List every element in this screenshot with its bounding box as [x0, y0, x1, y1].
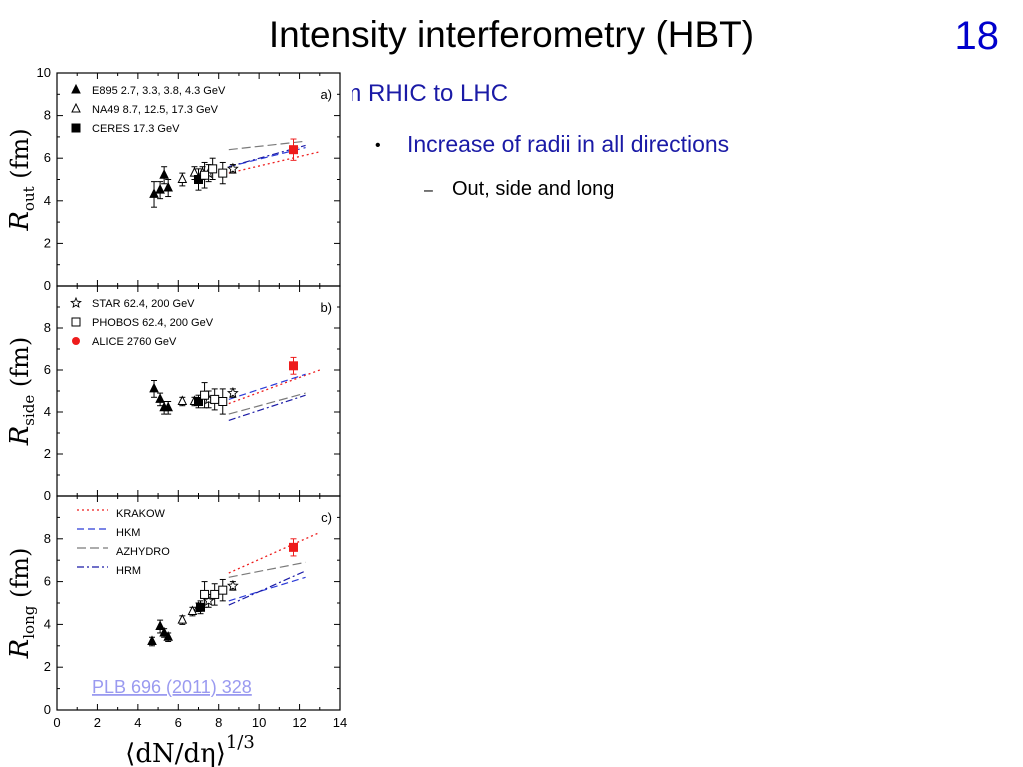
- bullet-item: • Increase of radii in all directions: [375, 131, 729, 158]
- legend-marker: [72, 337, 80, 345]
- legend-marker: [70, 296, 82, 308]
- data-point-ceres: [194, 397, 203, 406]
- x-tick-label: 4: [134, 715, 141, 730]
- bullet-marker: •: [375, 136, 381, 154]
- data-point-na49: [177, 614, 188, 624]
- model-curve-hkm: [228, 147, 306, 168]
- data-point-na49: [177, 173, 188, 183]
- data-point-star: [226, 579, 239, 591]
- data-point-alice: [289, 145, 299, 155]
- y-tick-label: 2: [44, 446, 51, 461]
- model-curve-azhydro: [228, 561, 306, 578]
- sub-bullet-item: – Out, side and long: [424, 178, 614, 201]
- slide-number: 18: [954, 14, 1000, 58]
- x-tick-label: 14: [333, 715, 347, 730]
- data-point-alice: [289, 361, 299, 371]
- data-point-e895: [159, 626, 169, 637]
- model-curve-azhydro: [228, 392, 306, 415]
- panel-label: b): [320, 300, 332, 315]
- hbt-radii-figure: 0 2 4 6 8 10 a) E895 2.7, 3.3, 3.8, 4.3 GeV NA49…: [0, 56, 352, 767]
- y-tick-label: 6: [44, 362, 51, 377]
- legend-marker: [71, 123, 81, 133]
- citation-link: PLB 696 (2011) 328: [92, 677, 252, 697]
- data-point-phobos: [200, 170, 210, 180]
- legend-label: KRAKOW: [116, 508, 166, 520]
- data-point-na49: [177, 395, 188, 405]
- model-curve-hrm: [228, 570, 306, 606]
- legend-marker: [71, 317, 81, 327]
- sub-bullet-marker: –: [424, 182, 433, 199]
- data-point-phobos: [210, 394, 220, 404]
- y-tick-label: 10: [37, 65, 51, 80]
- x-tick-label: 10: [252, 715, 266, 730]
- y-tick-label: 6: [44, 150, 51, 165]
- legend-label: NA49 8.7, 12.5, 17.3 GeV: [92, 104, 219, 116]
- model-curve-hkm: [228, 373, 306, 400]
- legend-label: HRM: [116, 565, 141, 577]
- model-curve-krakow: [228, 151, 320, 174]
- y-tick-label: 8: [44, 531, 51, 546]
- y-tick-label: 2: [44, 235, 51, 250]
- data-point-e895: [163, 401, 173, 412]
- legend-label: CERES 17.3 GeV: [92, 123, 180, 135]
- data-point-e895: [163, 181, 173, 192]
- legend-marker: [71, 102, 81, 113]
- panel-2: 0 2 4 6 8 b) STAR 62.4, 200 GeV PHOBOS 62.4, 20…: [5, 285, 341, 503]
- y-axis-label: Rlong (fm): [5, 548, 38, 660]
- legend-label: ALICE 2760 GeV: [92, 336, 177, 348]
- x-tick-label: 8: [215, 715, 222, 730]
- y-tick-label: 0: [44, 278, 51, 293]
- x-tick-label: 12: [292, 715, 306, 730]
- y-tick-label: 8: [44, 108, 51, 123]
- x-tick-label: 6: [175, 715, 182, 730]
- data-point-phobos: [200, 390, 210, 400]
- data-point-e895: [147, 635, 157, 646]
- y-tick-label: 4: [44, 616, 51, 631]
- model-curve-hrm: [228, 394, 306, 421]
- model-curve-hkm: [228, 576, 306, 602]
- x-tick-label: 2: [94, 715, 101, 730]
- bullet-text: Increase of radii in all directions: [407, 131, 730, 157]
- y-axis-label: Rout (fm): [5, 128, 38, 231]
- y-tick-label: 0: [44, 702, 51, 717]
- panel-label: a): [320, 87, 332, 102]
- slide-title: Intensity interferometry (HBT): [268, 14, 755, 55]
- y-tick-label: 0: [44, 488, 51, 503]
- data-point-e895: [163, 631, 173, 641]
- data-point-e895: [155, 393, 165, 403]
- x-tick-label: 0: [53, 715, 60, 730]
- panel-3: 0 2 4 6 8 0 2 4 6 8 10 12 14 c) KRAKOW HKM AZHYDRO HRM Rlo…: [5, 495, 347, 767]
- data-point-alice: [289, 542, 299, 552]
- data-point-star: [226, 162, 239, 174]
- model-curve-krakow: [228, 531, 321, 574]
- y-axis-label: Rside (fm): [5, 337, 38, 447]
- y-tick-label: 4: [44, 404, 51, 419]
- data-point-e895: [155, 620, 165, 631]
- data-point-e895: [155, 184, 165, 194]
- y-tick-label: 6: [44, 574, 51, 589]
- data-point-phobos: [218, 397, 228, 406]
- x-axis-label: ⟨dN/dη⟩1/3: [125, 732, 255, 767]
- data-point-phobos: [200, 589, 210, 599]
- panel-1: 0 2 4 6 8 10 a) E895 2.7, 3.3, 3.8, 4.3 GeV NA49…: [5, 65, 341, 293]
- model-curve-krakow: [228, 369, 321, 405]
- data-point-star: [226, 386, 239, 399]
- data-point-phobos: [218, 168, 228, 178]
- legend-label: AZHYDRO: [116, 546, 170, 558]
- legend-label: PHOBOS 62.4, 200 GeV: [92, 317, 214, 329]
- data-point-phobos: [218, 585, 228, 595]
- data-point-e895: [149, 382, 159, 393]
- data-point-e895: [159, 169, 169, 179]
- legend-marker: [71, 83, 81, 94]
- y-tick-label: 2: [44, 659, 51, 674]
- y-tick-label: 4: [44, 193, 51, 208]
- legend-label: E895 2.7, 3.3, 3.8, 4.3 GeV: [92, 85, 226, 97]
- data-point-phobos: [208, 164, 218, 174]
- legend-label: STAR 62.4, 200 GeV: [92, 298, 195, 310]
- panel-label: c): [321, 510, 332, 525]
- legend-label: HKM: [116, 527, 140, 539]
- data-point-phobos: [210, 589, 220, 599]
- y-tick-label: 8: [44, 320, 51, 335]
- sub-bullet-text: Out, side and long: [452, 178, 615, 200]
